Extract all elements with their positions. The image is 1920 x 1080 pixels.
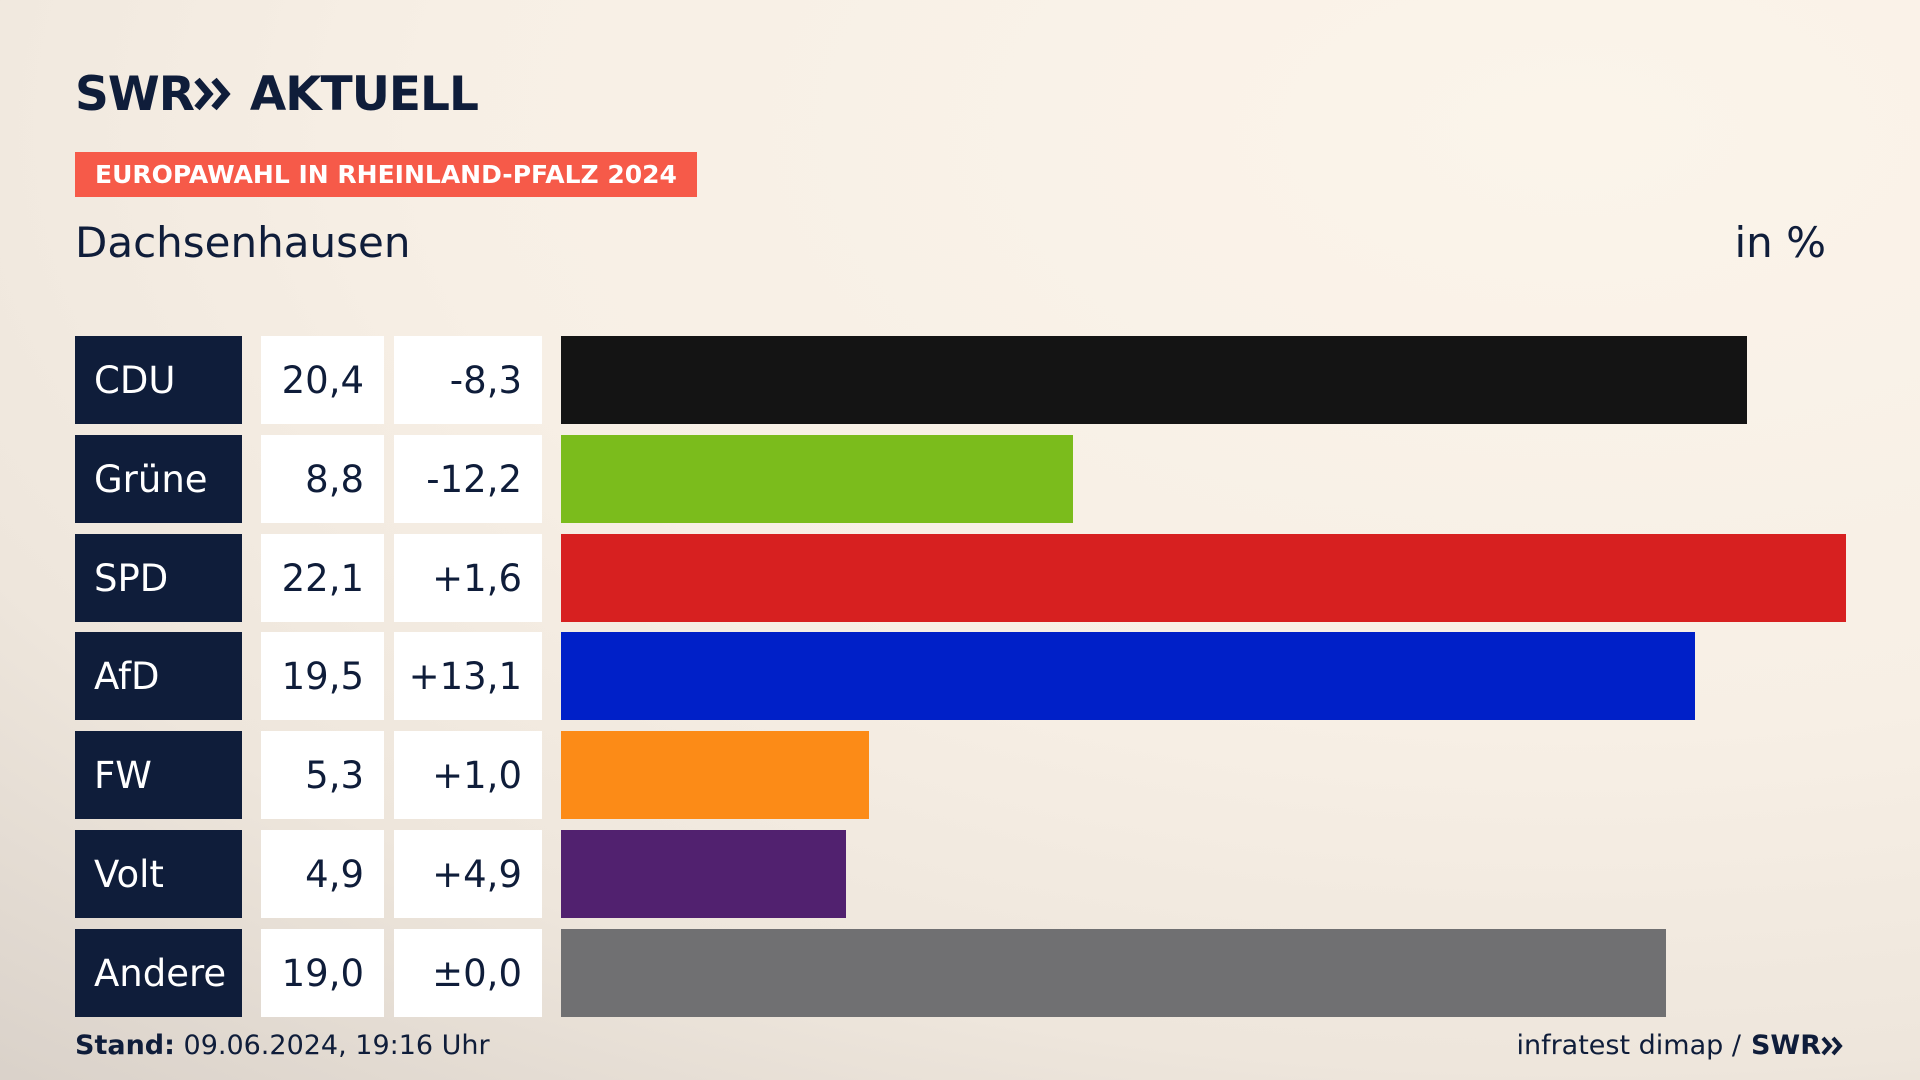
stand-value: 09.06.2024, 19:16 Uhr <box>183 1030 490 1061</box>
vote-share-label: 8,8 <box>261 435 384 523</box>
source-brand: SWR <box>1751 1030 1845 1061</box>
result-row: Volt 4,9 +4,9 <box>75 830 1846 918</box>
party-label: Andere <box>75 929 242 1017</box>
change-label: -12,2 <box>394 435 542 523</box>
double-chevron-icon <box>194 77 231 111</box>
result-row: CDU 20,4 -8,3 <box>75 336 1846 424</box>
result-row: Grüne 8,8 -12,2 <box>75 435 1846 523</box>
result-bar <box>561 435 1073 523</box>
result-row: AfD 19,5 +13,1 <box>75 632 1846 720</box>
party-label: Grüne <box>75 435 242 523</box>
vote-share-label: 20,4 <box>261 336 384 424</box>
party-label: FW <box>75 731 242 819</box>
logo-suffix: AKTUELL <box>249 66 479 122</box>
source-label: infratest dimap / <box>1516 1030 1741 1061</box>
change-label: ±0,0 <box>394 929 542 1017</box>
result-bar <box>561 929 1666 1017</box>
unit-label: in % <box>1734 218 1826 267</box>
stand-label: Stand: <box>75 1030 175 1061</box>
change-label: -8,3 <box>394 336 542 424</box>
result-row: SPD 22,1 +1,6 <box>75 534 1846 622</box>
vote-share-label: 5,3 <box>261 731 384 819</box>
change-label: +4,9 <box>394 830 542 918</box>
vote-share-label: 22,1 <box>261 534 384 622</box>
party-label: CDU <box>75 336 242 424</box>
result-bar <box>561 534 1846 622</box>
party-label: AfD <box>75 632 242 720</box>
party-label: Volt <box>75 830 242 918</box>
change-label: +1,0 <box>394 731 542 819</box>
vote-share-label: 4,9 <box>261 830 384 918</box>
source-brand-text: SWR <box>1750 1030 1821 1061</box>
change-label: +13,1 <box>394 632 542 720</box>
swr-aktuell-logo: SWR AKTUELL <box>75 64 479 124</box>
vote-share-label: 19,0 <box>261 929 384 1017</box>
change-label: +1,6 <box>394 534 542 622</box>
region-title: Dachsenhausen <box>75 218 411 267</box>
vote-share-label: 19,5 <box>261 632 384 720</box>
result-bar <box>561 731 869 819</box>
result-bar <box>561 336 1747 424</box>
result-row: FW 5,3 +1,0 <box>75 731 1846 819</box>
election-badge: EUROPAWAHL IN RHEINLAND-PFALZ 2024 <box>75 152 697 197</box>
result-bar <box>561 830 846 918</box>
party-label: SPD <box>75 534 242 622</box>
source-credit: infratest dimap / SWR <box>1516 1030 1845 1061</box>
double-chevron-icon <box>1821 1036 1843 1055</box>
result-bar <box>561 632 1695 720</box>
timestamp: Stand: 09.06.2024, 19:16 Uhr <box>75 1030 490 1061</box>
result-row: Andere 19,0 ±0,0 <box>75 929 1846 1017</box>
logo-text: SWR <box>75 66 195 122</box>
